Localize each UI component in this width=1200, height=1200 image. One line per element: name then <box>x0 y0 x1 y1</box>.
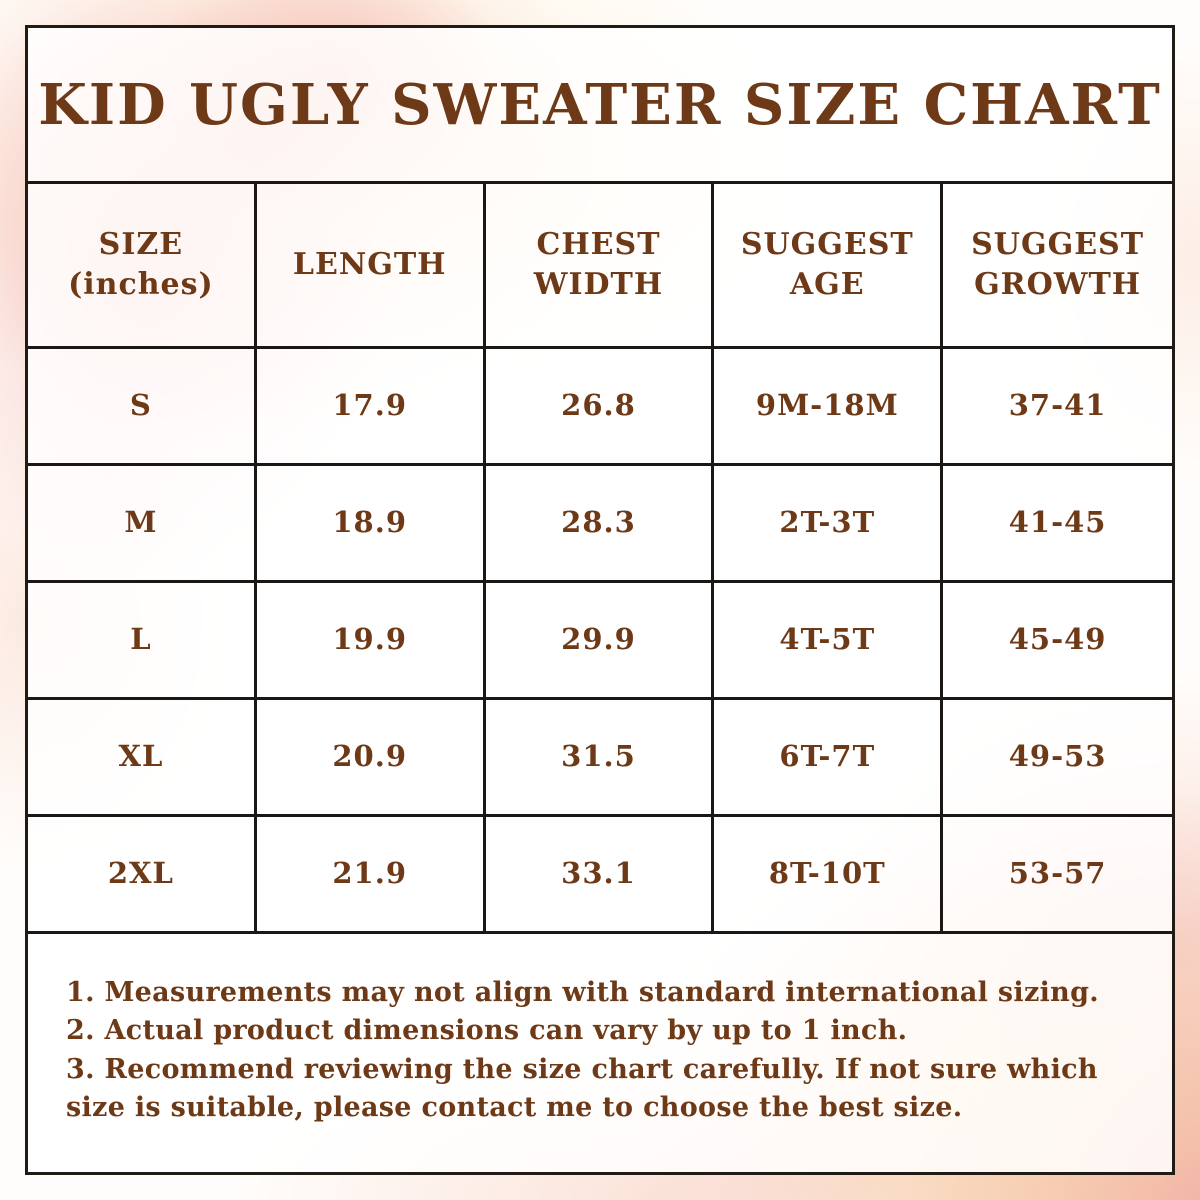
header-cell-length: LENGTH <box>257 184 486 346</box>
cell-age: 9M-18M <box>714 349 944 463</box>
page-title: KID UGLY SWEATER SIZE CHART <box>38 71 1162 138</box>
table-row-s: S 17.9 26.8 9M-18M 37-41 <box>28 349 1172 466</box>
table-row-2xl: 2XL 21.9 33.1 8T-10T 53-57 <box>28 817 1172 934</box>
cell-age: 6T-7T <box>714 700 944 814</box>
table-header-row: SIZE (inches) LENGTH CHEST WIDTH SUGGEST… <box>28 184 1172 349</box>
cell-size: S <box>28 349 257 463</box>
cell-chest: 28.3 <box>486 466 715 580</box>
header-cell-suggest-growth: SUGGEST GROWTH <box>971 226 1145 303</box>
table-row-m: M 18.9 28.3 2T-3T 41-45 <box>28 466 1172 583</box>
cell-growth: 37-41 <box>1008 388 1107 423</box>
cell-chest: 31.5 <box>486 700 715 814</box>
cell-chest: 29.9 <box>486 583 715 697</box>
cell-growth: 53-57 <box>1008 856 1107 891</box>
cell-length: 21.9 <box>257 817 486 931</box>
header-cell-suggest-age: SUGGEST AGE <box>714 184 944 346</box>
size-chart-panel: KID UGLY SWEATER SIZE CHART SIZE (inches… <box>25 25 1175 1175</box>
footer-notes: 1. Measurements may not align with stand… <box>28 934 1172 1172</box>
cell-chest: 33.1 <box>486 817 715 931</box>
cell-size: XL <box>28 700 257 814</box>
cell-length: 17.9 <box>257 349 486 463</box>
cell-age: 8T-10T <box>714 817 944 931</box>
note-1: 1. Measurements may not align with stand… <box>66 977 1099 1008</box>
table-row-l: L 19.9 29.9 4T-5T 45-49 <box>28 583 1172 700</box>
cell-chest: 26.8 <box>486 349 715 463</box>
table-row-xl: XL 20.9 31.5 6T-7T 49-53 <box>28 700 1172 817</box>
cell-growth: 41-45 <box>1008 505 1107 540</box>
cell-length: 19.9 <box>257 583 486 697</box>
note-3: 3. Recommend reviewing the size chart ca… <box>66 1053 1098 1123</box>
cell-age: 4T-5T <box>714 583 944 697</box>
cell-growth: 45-49 <box>1008 622 1107 657</box>
cell-size: M <box>28 466 257 580</box>
cell-growth: 49-53 <box>1008 739 1107 774</box>
cell-length: 20.9 <box>257 700 486 814</box>
title-row: KID UGLY SWEATER SIZE CHART <box>28 28 1172 184</box>
cell-size: L <box>28 583 257 697</box>
cell-age: 2T-3T <box>714 466 944 580</box>
header-cell-size: SIZE (inches) <box>28 184 257 346</box>
cell-length: 18.9 <box>257 466 486 580</box>
cell-size: 2XL <box>28 817 257 931</box>
note-2: 2. Actual product dimensions can vary by… <box>66 1015 908 1047</box>
header-cell-chest-width: CHEST WIDTH <box>486 184 715 346</box>
